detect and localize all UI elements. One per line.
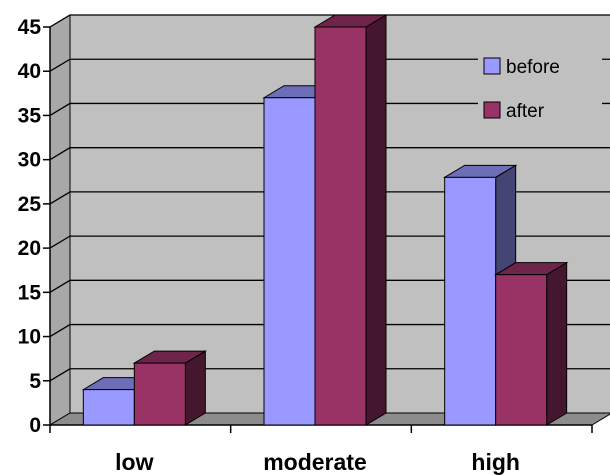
gridline: [49, 323, 610, 338]
category-labels: low moderate high: [115, 449, 520, 475]
gridline: [49, 147, 610, 161]
legend-label-after: after: [506, 101, 545, 122]
category-label-low: low: [115, 449, 153, 475]
bar-front-face: [444, 176, 497, 426]
gridline: [49, 58, 610, 72]
y-tick-label: 0: [29, 414, 41, 437]
y-tick-labels: 0 5 10 15 20 25 30 35 40 45: [18, 16, 42, 437]
bar-front-face: [495, 274, 548, 426]
y-tick-label: 20: [18, 237, 41, 260]
y-tick-label: 30: [18, 149, 41, 172]
bar-front-face: [82, 389, 135, 426]
legend: before after: [478, 48, 602, 132]
gridline: [49, 14, 610, 28]
gridlines: [49, 14, 610, 382]
y-tick-label: 5: [29, 370, 41, 393]
gridline: [49, 191, 610, 205]
y-tick-label: 25: [18, 193, 42, 216]
side-wall: [49, 14, 71, 426]
legend-swatch-before: [483, 57, 501, 75]
bar-side-face: [365, 14, 387, 426]
bar-after-low: [132, 350, 208, 426]
bar-after-high: [493, 261, 569, 426]
bar-side-face: [184, 350, 206, 426]
bar-front-face: [314, 26, 367, 426]
gridline: [49, 279, 610, 293]
bars: [81, 14, 569, 426]
gridline: [49, 235, 610, 249]
category-label-moderate: moderate: [263, 449, 367, 475]
legend-swatch-after: [483, 101, 501, 119]
bar-after-moderate: [313, 14, 388, 426]
gridline: [49, 368, 610, 382]
legend-label-before: before: [506, 57, 560, 78]
bar-front-face: [133, 362, 186, 426]
category-label-high: high: [471, 449, 520, 475]
gridline: [49, 102, 610, 117]
y-tick-label: 10: [18, 326, 41, 349]
y-tick-label: 15: [18, 281, 42, 304]
y-tick-label: 45: [18, 16, 42, 39]
bar-side-face: [546, 261, 568, 426]
bar-front-face: [263, 97, 316, 426]
y-tick-label: 35: [18, 104, 42, 127]
y-tick-label: 40: [18, 60, 41, 83]
